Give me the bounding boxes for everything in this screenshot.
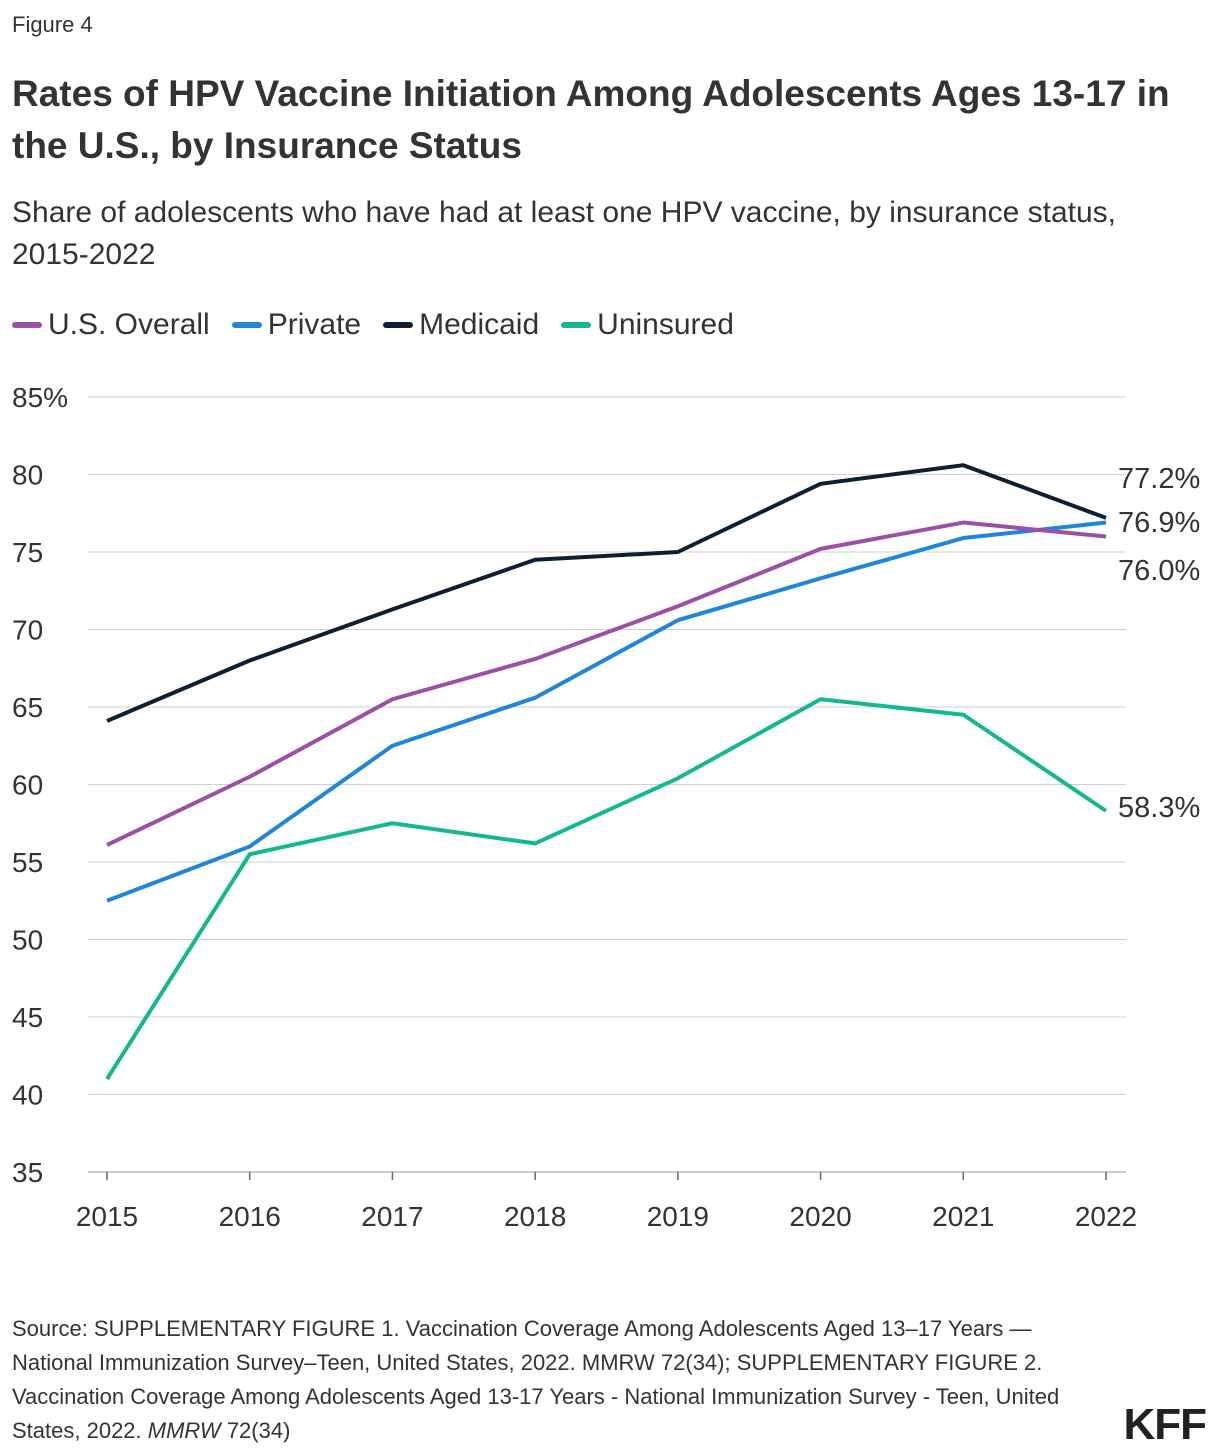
chart-title: Rates of HPV Vaccine Initiation Among Ad… xyxy=(12,73,1170,166)
legend-swatch xyxy=(383,322,414,328)
y-tick-label: 45 xyxy=(12,1002,43,1033)
source-note: Source: SUPPLEMENTARY FIGURE 1. Vaccinat… xyxy=(12,1312,1072,1448)
x-tick-label: 2019 xyxy=(647,1201,709,1232)
figure-label: Figure 4 xyxy=(12,12,93,37)
y-tick-label: 70 xyxy=(12,615,43,646)
x-tick-label: 2022 xyxy=(1075,1201,1137,1232)
series-line-private xyxy=(106,520,1107,903)
source-text: Source: SUPPLEMENTARY FIGURE 1. Vaccinat… xyxy=(12,1316,1060,1443)
x-tick-label: 2016 xyxy=(219,1201,281,1232)
x-tick-label: 2015 xyxy=(76,1201,138,1232)
x-tick-label: 2020 xyxy=(789,1201,851,1232)
y-tick-label: 80 xyxy=(12,460,43,491)
legend-label: Uninsured xyxy=(597,308,734,341)
y-tick-label: 50 xyxy=(12,925,43,956)
line-chart: 35 40 45 50 55 60 65 70 75 80 85% 2015 2016 2017 2018 2… xyxy=(12,382,1200,1232)
kff-logo: KFF xyxy=(1123,1400,1207,1449)
y-tick-label: 40 xyxy=(12,1080,43,1111)
end-label: 76.9% xyxy=(1118,507,1200,539)
legend-label: U.S. Overall xyxy=(48,308,210,341)
x-tick-label: 2021 xyxy=(932,1201,994,1232)
source-italic: MMRW xyxy=(147,1418,221,1443)
legend-item: Uninsured xyxy=(561,308,734,342)
series-line-medicaid xyxy=(106,463,1107,723)
end-label: 58.3% xyxy=(1118,792,1200,824)
legend: U.S. Overall Private Medicaid Uninsured xyxy=(12,308,734,342)
legend-swatch xyxy=(12,322,42,328)
y-tick-label: 65 xyxy=(12,692,43,723)
x-tick-label: 2018 xyxy=(504,1201,566,1232)
legend-item: Medicaid xyxy=(383,308,539,342)
y-tick-label: 60 xyxy=(12,770,43,801)
y-tick-label: 85% xyxy=(12,382,68,413)
end-label: 76.0% xyxy=(1118,555,1200,587)
y-tick-label: 75 xyxy=(12,537,43,568)
source-tail: 72(34) xyxy=(220,1418,291,1443)
x-tick-label: 2017 xyxy=(361,1201,423,1232)
legend-label: Private xyxy=(267,308,362,341)
legend-swatch xyxy=(561,322,592,328)
y-tick-label: 55 xyxy=(12,847,43,878)
legend-swatch xyxy=(231,322,262,328)
legend-item: Private xyxy=(231,308,362,342)
legend-item: U.S. Overall xyxy=(12,308,210,342)
y-tick-label: 35 xyxy=(12,1157,43,1188)
series-line-uninsured xyxy=(105,697,1108,1081)
series-line-u-s-overall xyxy=(106,520,1107,847)
legend-label: Medicaid xyxy=(419,308,540,341)
chart-subtitle: Share of adolescents who have had at lea… xyxy=(12,196,1116,271)
end-label: 77.2% xyxy=(1118,463,1200,495)
